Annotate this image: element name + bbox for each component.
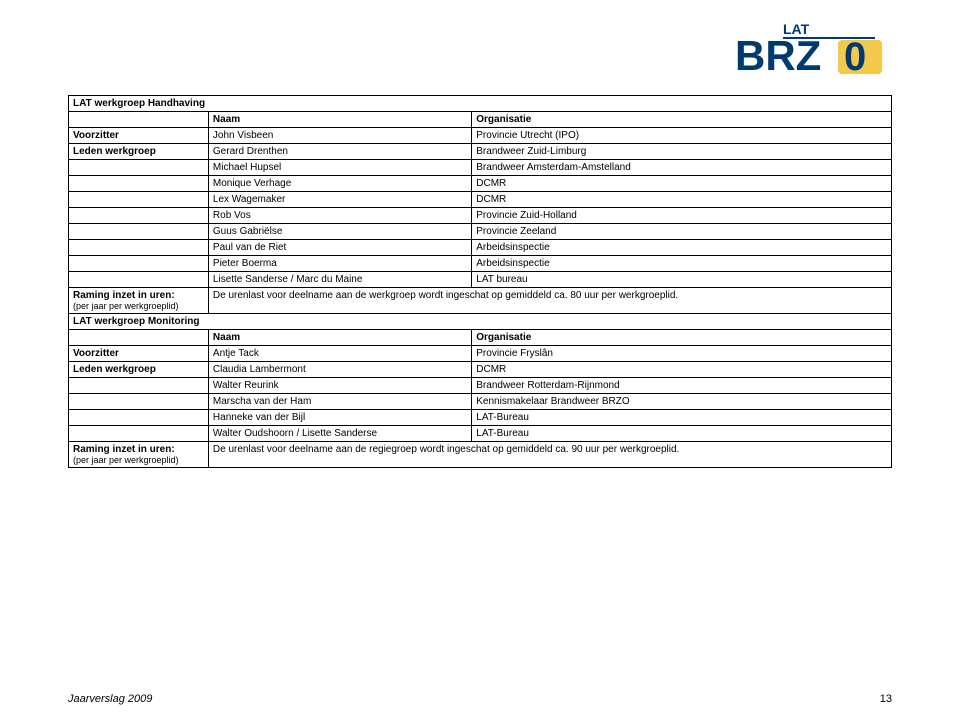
hours-sub: (per jaar per werkgroeplid) bbox=[73, 455, 204, 465]
hours-label: Raming inzet in uren: bbox=[73, 290, 175, 301]
handhaving-table: LAT werkgroep HandhavingNaamOrganisatieV… bbox=[68, 95, 892, 468]
member-blank bbox=[69, 176, 209, 192]
member-org: LAT-Bureau bbox=[472, 410, 892, 426]
section-title: LAT werkgroep Handhaving bbox=[69, 96, 892, 112]
header-blank bbox=[69, 112, 209, 128]
hours-sub: (per jaar per werkgroeplid) bbox=[73, 301, 204, 311]
member-blank bbox=[69, 272, 209, 288]
chair-label: Voorzitter bbox=[69, 128, 209, 144]
member-blank bbox=[69, 224, 209, 240]
member-blank bbox=[69, 240, 209, 256]
member-name: Hanneke van der Bijl bbox=[208, 410, 471, 426]
member-name: Guus Gabriëlse bbox=[208, 224, 471, 240]
chair-label: Voorzitter bbox=[69, 346, 209, 362]
chair-name: John Visbeen bbox=[208, 128, 471, 144]
members-label: Leden werkgroep bbox=[69, 144, 209, 160]
member-name: Walter Oudshoorn / Lisette Sanderse bbox=[208, 426, 471, 442]
member-name: Lex Wagemaker bbox=[208, 192, 471, 208]
member-blank bbox=[69, 426, 209, 442]
logo: LAT BRZ 0 bbox=[680, 18, 890, 81]
member-org: DCMR bbox=[472, 176, 892, 192]
member-org: Brandweer Amsterdam-Amstelland bbox=[472, 160, 892, 176]
member-name: Marscha van der Ham bbox=[208, 394, 471, 410]
hours-text: De urenlast voor deelname aan de werkgro… bbox=[208, 288, 891, 314]
member-org: Brandweer Rotterdam-Rijnmond bbox=[472, 378, 892, 394]
chair-org: Provincie Fryslân bbox=[472, 346, 892, 362]
hours-label-cell: Raming inzet in uren:(per jaar per werkg… bbox=[69, 442, 209, 468]
member-org: DCMR bbox=[472, 362, 892, 378]
member-org: DCMR bbox=[472, 192, 892, 208]
hours-text: De urenlast voor deelname aan de regiegr… bbox=[208, 442, 891, 468]
member-org: Arbeidsinspectie bbox=[472, 256, 892, 272]
member-org: LAT-Bureau bbox=[472, 426, 892, 442]
member-name: Rob Vos bbox=[208, 208, 471, 224]
member-org: LAT bureau bbox=[472, 272, 892, 288]
footer-page: 13 bbox=[880, 693, 892, 705]
member-blank bbox=[69, 256, 209, 272]
member-blank bbox=[69, 394, 209, 410]
footer-left: Jaarverslag 2009 bbox=[68, 693, 152, 705]
member-name: Gerard Drenthen bbox=[208, 144, 471, 160]
member-org: Kennismakelaar Brandweer BRZO bbox=[472, 394, 892, 410]
hours-label-cell: Raming inzet in uren:(per jaar per werkg… bbox=[69, 288, 209, 314]
chair-org: Provincie Utrecht (IPO) bbox=[472, 128, 892, 144]
member-blank bbox=[69, 410, 209, 426]
footer: Jaarverslag 2009 13 bbox=[68, 693, 892, 705]
header-organisatie: Organisatie bbox=[472, 112, 892, 128]
chair-name: Antje Tack bbox=[208, 346, 471, 362]
member-name: Michael Hupsel bbox=[208, 160, 471, 176]
member-name: Walter Reurink bbox=[208, 378, 471, 394]
member-org: Arbeidsinspectie bbox=[472, 240, 892, 256]
members-label: Leden werkgroep bbox=[69, 362, 209, 378]
member-name: Monique Verhage bbox=[208, 176, 471, 192]
hours-label: Raming inzet in uren: bbox=[73, 444, 175, 455]
member-org: Provincie Zuid-Holland bbox=[472, 208, 892, 224]
content-area: LAT werkgroep HandhavingNaamOrganisatieV… bbox=[68, 95, 892, 468]
header-blank bbox=[69, 330, 209, 346]
member-name: Paul van de Riet bbox=[208, 240, 471, 256]
member-blank bbox=[69, 192, 209, 208]
logo-accent-text: 0 bbox=[844, 35, 866, 78]
header-organisatie: Organisatie bbox=[472, 330, 892, 346]
logo-main-text: BRZ bbox=[735, 32, 821, 78]
member-org: Provincie Zeeland bbox=[472, 224, 892, 240]
member-blank bbox=[69, 160, 209, 176]
member-name: Pieter Boerma bbox=[208, 256, 471, 272]
member-name: Lisette Sanderse / Marc du Maine bbox=[208, 272, 471, 288]
header-naam: Naam bbox=[208, 330, 471, 346]
member-blank bbox=[69, 378, 209, 394]
section-title: LAT werkgroep Monitoring bbox=[69, 314, 892, 330]
member-name: Claudia Lambermont bbox=[208, 362, 471, 378]
member-blank bbox=[69, 208, 209, 224]
member-org: Brandweer Zuid-Limburg bbox=[472, 144, 892, 160]
header-naam: Naam bbox=[208, 112, 471, 128]
